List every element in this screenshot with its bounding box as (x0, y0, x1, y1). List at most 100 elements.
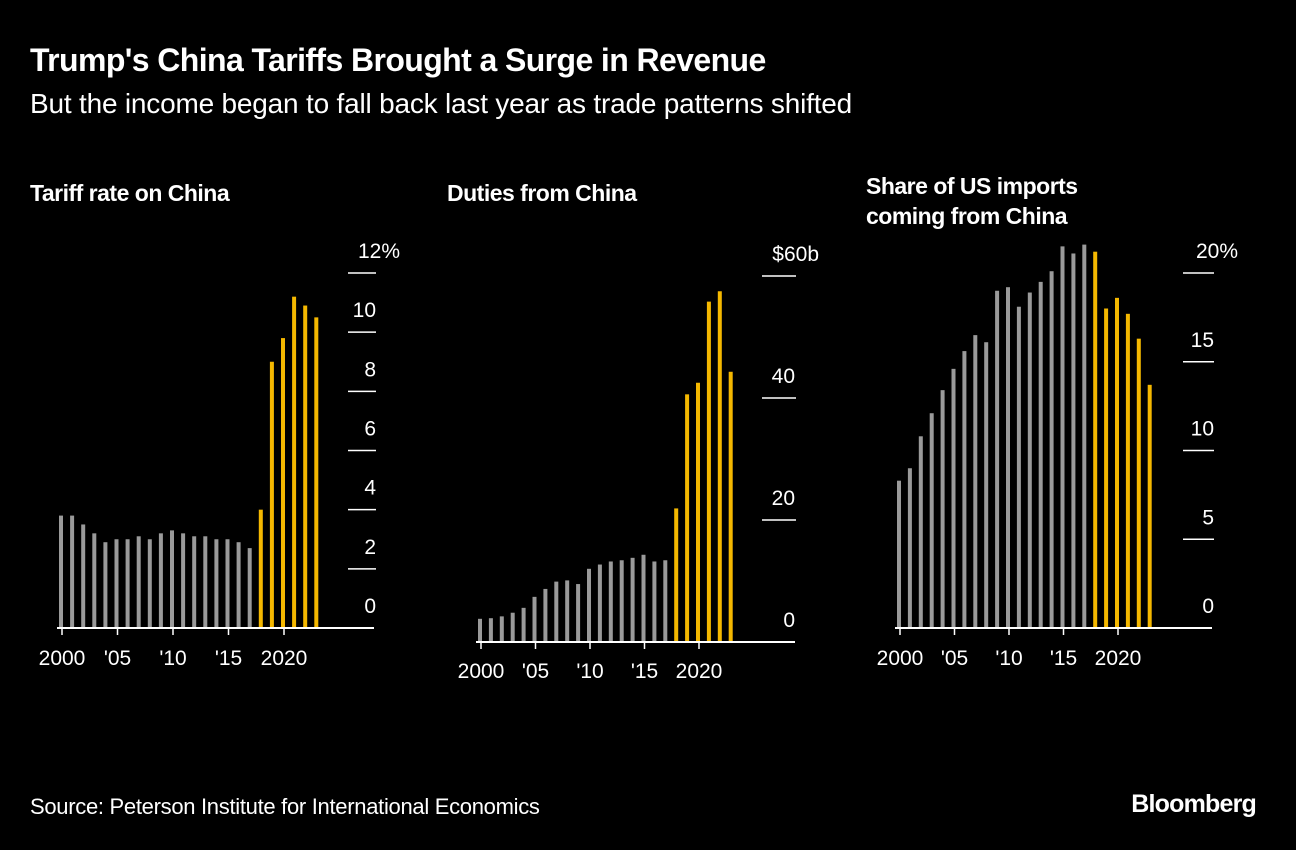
bar-2020 (696, 382, 700, 642)
bar-2012 (608, 561, 613, 642)
bar-2000 (897, 480, 901, 628)
bar-2016 (652, 561, 657, 642)
bar-2000 (59, 515, 63, 628)
bar-2003 (929, 413, 934, 628)
bar-2007 (973, 335, 978, 628)
panel-title-duties: Duties from China (447, 178, 637, 208)
bar-2014 (214, 539, 219, 628)
bar-2016 (236, 542, 241, 628)
bar-2002 (81, 524, 86, 628)
bar-2010 (587, 568, 591, 642)
x-tick-label: 2020 (676, 660, 723, 683)
source-note: Source: Peterson Institute for Internati… (30, 794, 540, 819)
bar-2015 (1060, 246, 1065, 628)
bar-2012 (192, 536, 197, 628)
bar-2006 (543, 588, 548, 642)
x-tick-label: '10 (576, 660, 603, 683)
x-tick-label: 2000 (458, 660, 505, 683)
bar-2019 (1104, 308, 1109, 628)
bar-2005 (114, 539, 119, 628)
bar-2020 (1115, 297, 1119, 628)
x-tick-label: '15 (1050, 647, 1077, 670)
bar-2008 (565, 580, 570, 642)
y-tick-label: 5 (1202, 506, 1214, 529)
bar-2019 (269, 361, 274, 628)
bar-2003 (92, 533, 97, 628)
bar-2012 (1027, 292, 1032, 628)
y-tick-label: 10 (1191, 418, 1214, 441)
bar-2009 (576, 584, 581, 642)
y-tick-label: 40 (772, 365, 795, 388)
y-tick-label: 0 (364, 595, 376, 618)
bar-2009 (995, 290, 1000, 628)
bar-2006 (125, 539, 130, 628)
bar-2023 (1147, 384, 1152, 628)
panel-title-line: Share of US imports (866, 173, 1078, 199)
y-tick-label: 2 (364, 536, 376, 559)
x-tick-label: 2020 (261, 647, 308, 670)
panel-tariff-rate: 0 2 4 6 8 10 12% 2000 '05 '10 '15 2020 (39, 240, 400, 670)
bar-2001 (907, 468, 912, 628)
bar-2011 (181, 533, 186, 628)
bar-2005 (951, 368, 956, 628)
bar-2017 (247, 548, 252, 628)
bar-2022 (1136, 338, 1141, 628)
bar-2023 (314, 317, 319, 628)
x-tick-label: 2020 (1095, 647, 1142, 670)
bar-2018 (1093, 251, 1098, 628)
bar-2002 (499, 616, 504, 642)
y-tick-label: 8 (364, 358, 376, 381)
x-tick-label: '05 (104, 647, 131, 670)
bar-2020 (281, 338, 285, 628)
y-tick-label: 20% (1196, 240, 1238, 263)
y-tick-label: 10 (353, 299, 376, 322)
x-tick-label: 2000 (877, 647, 924, 670)
bar-2010 (170, 530, 174, 628)
x-tick-label: '10 (995, 647, 1022, 670)
x-tick-label: '10 (159, 647, 186, 670)
y-tick-label: 0 (783, 609, 795, 632)
bar-2004 (103, 542, 108, 628)
y-tick-label: 12% (358, 240, 400, 263)
panel-title-line: Duties from China (447, 180, 637, 206)
y-tick-label: $60b (772, 243, 819, 266)
bar-2009 (158, 533, 163, 628)
bar-2017 (1082, 244, 1087, 628)
panel-title-line: coming from China (866, 203, 1068, 229)
bar-2016 (1071, 253, 1076, 628)
bar-2015 (641, 554, 646, 642)
bar-2007 (136, 536, 141, 628)
bar-2007 (554, 581, 559, 642)
bar-2005 (532, 596, 537, 642)
bar-2010 (1006, 287, 1010, 628)
y-tick-label: 0 (1202, 595, 1214, 618)
panel-duties: 0 20 40 $60b 2000 '05 '10 '15 2020 (458, 243, 819, 683)
bar-2001 (70, 515, 75, 628)
x-tick-label: '15 (631, 660, 658, 683)
bar-2013 (1038, 281, 1043, 628)
bar-2014 (1049, 271, 1054, 628)
bar-2004 (940, 390, 945, 628)
chart-title: Trump's China Tariffs Brought a Surge in… (30, 42, 766, 78)
bar-2008 (147, 539, 152, 628)
chart-subtitle: But the income began to fall back last y… (30, 88, 853, 119)
bar-2004 (521, 607, 526, 642)
panel-title-tariff-rate: Tariff rate on China (30, 178, 230, 208)
bar-2013 (619, 560, 624, 642)
bar-2001 (488, 618, 493, 642)
bar-2006 (962, 351, 967, 628)
x-tick-label: '05 (941, 647, 968, 670)
bar-2021 (706, 301, 711, 642)
bar-2008 (984, 342, 989, 628)
bar-2015 (225, 539, 230, 628)
bar-2021 (292, 296, 297, 628)
bar-2022 (717, 291, 722, 642)
bar-2021 (1125, 313, 1130, 628)
x-tick-label: '15 (215, 647, 242, 670)
bar-2019 (685, 394, 690, 642)
panel-title-import-share: Share of US imports coming from China (866, 171, 1078, 231)
bar-2018 (258, 509, 263, 628)
bar-2000 (478, 618, 482, 642)
panel-import-share: 0 5 10 15 20% 2000 '05 '10 '15 2020 (877, 240, 1238, 670)
